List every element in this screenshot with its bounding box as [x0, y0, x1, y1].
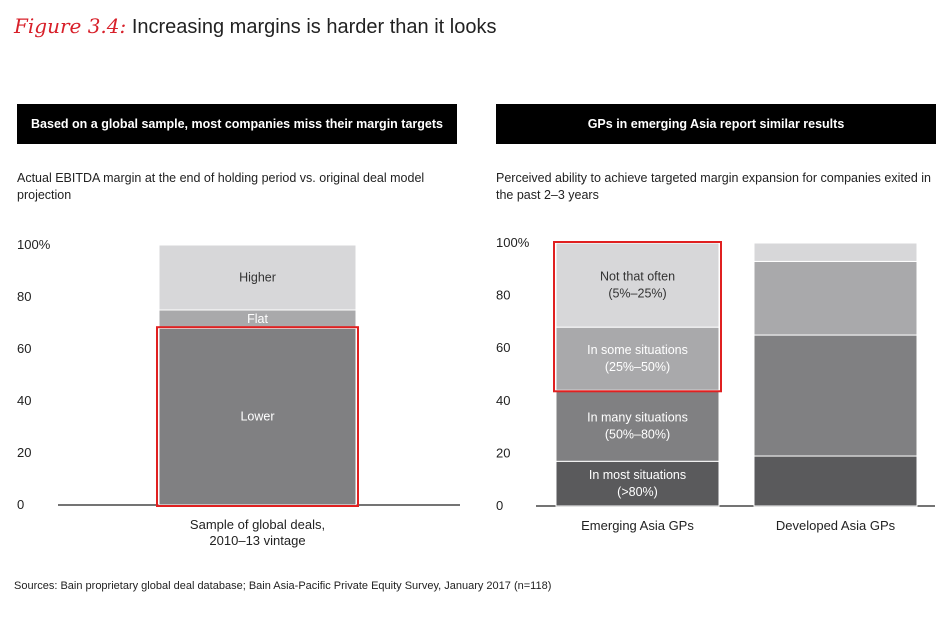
category-label: Emerging Asia GPs	[581, 518, 694, 533]
bar-segment	[753, 260, 918, 336]
y-tick-label: 0	[17, 497, 24, 512]
y-tick-label: 100%	[496, 235, 530, 250]
category-label: Sample of global deals,	[190, 517, 325, 532]
left-panel-subtitle: Actual EBITDA margin at the end of holdi…	[17, 171, 425, 202]
highlight-box	[156, 326, 359, 508]
bar-segment	[753, 242, 918, 262]
bar-segment	[555, 389, 720, 462]
figure-title: Figure 3.4: Increasing margins is harder…	[14, 14, 496, 39]
y-tick-label: 20	[496, 445, 510, 460]
y-tick-label: 20	[17, 445, 31, 460]
bar-segment	[158, 244, 357, 311]
y-tick-label: 60	[496, 340, 510, 355]
segment-label: Lower	[240, 410, 274, 424]
y-tick-label: 80	[496, 288, 510, 303]
y-tick-label: 0	[496, 498, 503, 513]
right-panel-banner: GPs in emerging Asia report similar resu…	[496, 104, 936, 144]
category-label: Developed Asia GPs	[776, 518, 896, 533]
figure-label: Figure 3.4:	[14, 14, 127, 38]
segment-label: In most situations	[589, 468, 686, 482]
bar-segment	[158, 327, 357, 506]
left-panel-banner: Based on a global sample, most companies…	[17, 104, 457, 144]
segment-label: (>80%)	[617, 485, 658, 499]
segment-label: In many situations	[587, 410, 688, 424]
segment-label: (5%–25%)	[608, 287, 666, 301]
segment-label: In some situations	[587, 343, 688, 357]
right-stacked-bar-chart: 100% 80 60 40 20 0 In most situations (>80%) In …	[496, 235, 935, 533]
category-label: 2010–13 vintage	[209, 533, 305, 548]
segment-label: (50%–80%)	[605, 427, 670, 441]
source-note: Sources: Bain proprietary global deal da…	[14, 580, 552, 592]
y-tick-label: 60	[17, 341, 31, 356]
bar-segment	[753, 334, 918, 457]
bar-segment	[753, 455, 918, 507]
segment-label: Not that often	[600, 270, 675, 284]
bar-segment	[555, 326, 720, 391]
segment-label: (25%–50%)	[605, 360, 670, 374]
bar-segment	[555, 242, 720, 328]
y-tick-label: 80	[17, 289, 31, 304]
y-tick-label: 40	[496, 393, 510, 408]
segment-label: Flat	[247, 312, 268, 326]
y-tick-label: 100%	[17, 237, 51, 252]
figure-heading: Increasing margins is harder than it loo…	[131, 16, 497, 38]
segment-label: Higher	[239, 271, 276, 285]
y-tick-label: 40	[17, 393, 31, 408]
highlight-box	[553, 241, 722, 393]
bar-segment	[555, 460, 720, 507]
right-panel-subtitle: Perceived ability to achieve targeted ma…	[496, 171, 931, 202]
left-stacked-bar-chart: 100% 80 60 40 20 0 Lower Flat Higher Sample of gl…	[17, 237, 460, 548]
